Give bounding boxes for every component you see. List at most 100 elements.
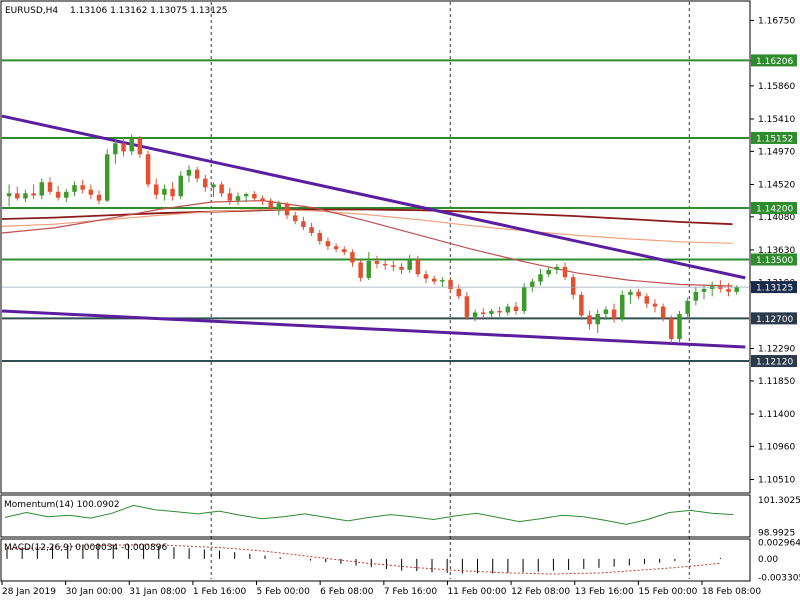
- candle: [538, 269, 543, 286]
- price-tick-label: 1.11400: [758, 410, 795, 420]
- level-badges: 1.16206 1.15152 1.14200 1.13500 1.12700 1.121…: [751, 54, 797, 368]
- momentum-line: [4, 504, 734, 525]
- candle-body: [570, 277, 576, 295]
- candle-body: [342, 249, 347, 253]
- candle: [587, 311, 592, 330]
- time-tick-label: 13 Feb 16:00: [575, 587, 634, 597]
- level-badge-label: 1.13500: [756, 256, 793, 266]
- candle: [6, 184, 12, 207]
- level-badge: [751, 312, 797, 325]
- candle: [685, 297, 690, 319]
- candle: [55, 185, 61, 201]
- candle-body: [178, 175, 184, 197]
- level-badge: [751, 355, 797, 368]
- candle: [203, 174, 208, 192]
- candle-body: [227, 193, 233, 201]
- moving-averages: [1, 199, 733, 287]
- candle: [178, 171, 184, 200]
- candle: [284, 202, 290, 220]
- candle-body: [431, 278, 437, 282]
- candle: [620, 290, 625, 322]
- candle: [423, 270, 429, 284]
- candle-body: [538, 274, 543, 282]
- time-tick-label: 30 Jan 00:00: [66, 587, 123, 597]
- candle: [96, 190, 102, 205]
- candle-body: [669, 318, 674, 339]
- trend-line: [1, 309, 746, 349]
- candle: [309, 222, 314, 236]
- time-tick-label: 18 Feb 08:00: [702, 587, 761, 597]
- candle-body: [186, 169, 192, 176]
- candle-body: [677, 313, 682, 339]
- time-tick-label: 15 Feb 00:00: [638, 587, 697, 597]
- candle-body: [309, 227, 314, 234]
- candle: [88, 184, 94, 200]
- candle: [726, 283, 731, 297]
- candle-body: [481, 312, 486, 314]
- candle: [448, 277, 453, 293]
- candle: [162, 184, 167, 201]
- candle: [113, 138, 118, 164]
- time-tick-label: 5 Feb 00:00: [257, 587, 311, 597]
- candle: [252, 191, 257, 201]
- price-tick-label: 1.15410: [758, 115, 795, 125]
- price-tick-label: 1.16750: [758, 16, 795, 26]
- candle: [481, 308, 486, 320]
- candle: [554, 263, 560, 275]
- candle-body: [96, 194, 102, 201]
- candle-body: [513, 306, 519, 312]
- candle-body: [382, 263, 388, 266]
- candle: [211, 182, 216, 197]
- candle-body: [497, 311, 502, 313]
- candle: [431, 275, 437, 285]
- candle: [374, 255, 380, 269]
- candle-body: [693, 291, 699, 301]
- time-tick-label: 1 Feb 16:00: [193, 587, 247, 597]
- price-tick-label: 1.13630: [758, 246, 795, 256]
- candle: [669, 315, 674, 344]
- candle-body: [448, 280, 453, 289]
- candle: [489, 308, 494, 319]
- candle-body: [374, 260, 380, 264]
- candle-body: [603, 309, 609, 314]
- candle-body: [734, 287, 739, 292]
- candle: [399, 263, 404, 275]
- candle-body: [162, 188, 167, 195]
- candle: [276, 200, 282, 216]
- candle-body: [23, 193, 28, 199]
- candle: [15, 186, 20, 201]
- candle-body: [55, 191, 61, 198]
- time-tick-label: 7 Feb 16:00: [384, 587, 438, 597]
- level-badge-label: 1.16206: [756, 57, 793, 67]
- candle-body: [660, 306, 666, 319]
- candle-body: [203, 178, 208, 188]
- candle-body: [113, 143, 118, 155]
- candle-body: [472, 312, 478, 317]
- candle-body: [636, 291, 641, 297]
- candle: [72, 181, 77, 197]
- candle: [718, 280, 723, 293]
- candle: [301, 216, 306, 231]
- candle: [636, 288, 641, 300]
- momentum-series: [4, 504, 734, 525]
- candle: [350, 249, 355, 267]
- candle: [391, 260, 396, 272]
- candle-body: [301, 221, 306, 228]
- level-badge: [751, 131, 797, 144]
- momentum-tick-label: 98.9925: [758, 528, 795, 538]
- candle-body: [530, 281, 535, 288]
- time-tick-label: 28 Jan 2019: [2, 587, 56, 597]
- candle-body: [579, 294, 584, 316]
- candle: [342, 246, 347, 256]
- candle-body: [137, 138, 143, 155]
- macd-signal-series: [6, 544, 721, 575]
- candle-body: [284, 203, 290, 216]
- candle: [47, 177, 53, 195]
- level-badge-label: 1.14200: [756, 205, 793, 215]
- candle: [268, 198, 273, 211]
- trend-lines[interactable]: [1, 114, 746, 349]
- candle: [440, 277, 445, 288]
- candle: [194, 166, 200, 183]
- level-badge: [751, 253, 797, 266]
